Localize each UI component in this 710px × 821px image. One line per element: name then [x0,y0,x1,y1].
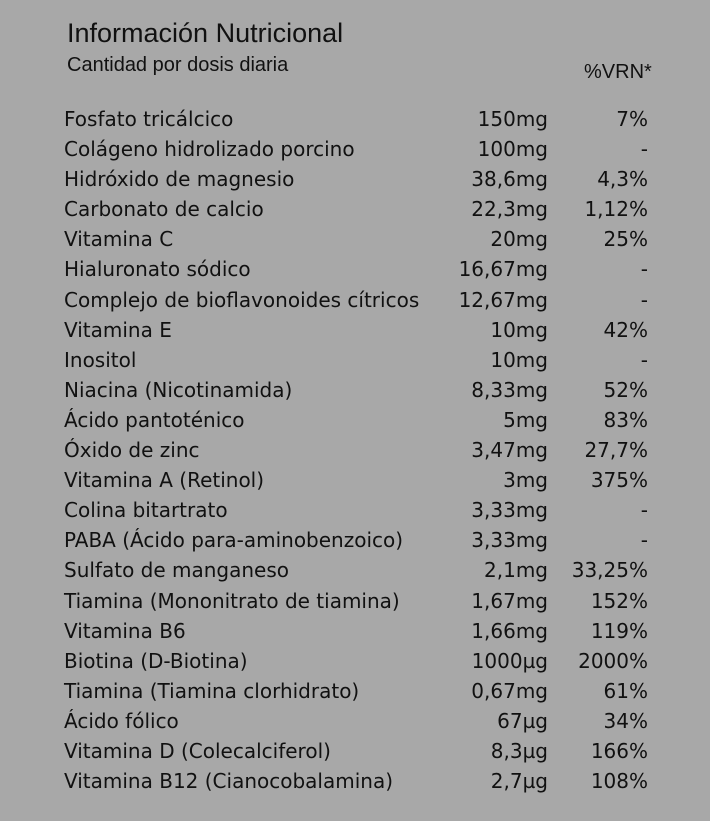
table-row: Ácido fólico 67µg 34% [0,706,710,736]
nutrient-amount: 3,33mg [471,528,548,553]
nutrient-amount: 3,33mg [471,498,548,523]
nutrient-vrn: - [640,528,648,553]
nutrition-table: Fosfato tricálcico 150mg 7% Colágeno hidrol… [0,104,710,796]
table-row: Hialuronato sódico 16,67mg - [0,254,710,284]
nutrient-amount: 10mg [490,347,548,372]
nutrient-vrn: - [640,137,648,162]
nutrient-amount: 22,3mg [471,197,548,222]
table-row: Vitamina B12 (Cianocobalamina) 2,7µg 108% [0,766,710,796]
table-row: Colágeno hidrolizado porcino 100mg - [0,134,710,164]
nutrient-vrn: - [640,287,648,312]
nutrient-vrn: 61% [603,678,648,703]
nutrient-vrn: 108% [590,769,648,794]
nutrient-amount: 3,47mg [471,438,548,463]
nutrient-vrn: 4,3% [597,167,648,192]
nutrient-vrn: 119% [590,618,648,643]
nutrient-vrn: 7% [616,107,648,131]
nutrient-vrn: 52% [603,377,648,402]
nutrient-name: Vitamina B12 (Cianocobalamina) [64,769,394,794]
nutrient-amount: 8,3µg [490,738,548,763]
nutrient-name: Tiamina (Tiamina clorhidrato) [64,678,360,703]
nutrient-vrn: 152% [590,588,648,613]
nutrient-amount: 1,66mg [471,618,548,643]
table-row: Sulfato de manganeso 2,1mg 33,25% [0,555,710,585]
table-row: Vitamina A (Retinol) 3mg 375% [0,465,710,495]
nutrient-vrn: 166% [590,738,648,763]
table-row: Óxido de zinc 3,47mg 27,7% [0,435,710,465]
nutrient-vrn: 42% [603,317,648,342]
table-row: Tiamina (Tiamina clorhidrato) 0,67mg 61% [0,676,710,706]
nutrient-amount: 38,6mg [471,167,548,192]
nutrient-vrn: 375% [590,468,648,493]
nutrient-amount: 2,7µg [490,769,548,794]
table-row: Vitamina C 20mg 25% [0,224,710,254]
table-row: Tiamina (Mononitrato de tiamina) 1,67mg 15… [0,586,710,616]
nutrient-amount: 67µg [497,708,548,733]
nutrient-vrn: - [640,498,648,523]
nutrient-name: Hidróxido de magnesio [64,167,295,192]
nutrient-amount: 5mg [503,407,548,432]
nutrient-name: Inositol [64,347,137,372]
table-row: Carbonato de calcio 22,3mg 1,12% [0,194,710,224]
nutrient-amount: 1,67mg [471,588,548,613]
nutrient-amount: 150mg [477,107,548,131]
nutrient-name: Colágeno hidrolizado porcino [64,137,355,162]
nutrient-vrn: 25% [603,227,648,252]
title: Información Nutricional [67,18,344,48]
table-row: Inositol 10mg - [0,345,710,375]
nutrient-name: Vitamina E [64,317,172,342]
nutrient-amount: 1000µg [471,648,548,673]
nutrient-name: Tiamina (Mononitrato de tiamina) [64,588,400,613]
nutrient-name: Vitamina C [64,227,174,252]
nutrient-vrn: 27,7% [584,438,648,463]
nutrient-name: Biotina (D-Biotina) [64,648,248,673]
table-row: Vitamina D (Colecalciferol) 8,3µg 166% [0,736,710,766]
nutrient-vrn: 2000% [578,648,648,673]
table-row: Hidróxido de magnesio 38,6mg 4,3% [0,164,710,194]
nutrient-vrn: 1,12% [584,197,648,222]
nutrient-name: Niacina (Nicotinamida) [64,377,293,402]
nutrient-name: PABA (Ácido para-aminobenzoico) [64,528,404,553]
nutrient-name: Ácido pantoténico [64,407,245,432]
nutrient-amount: 12,67mg [458,287,548,312]
table-row: Ácido pantoténico 5mg 83% [0,405,710,435]
nutrient-vrn: 83% [603,407,648,432]
nutrient-name: Vitamina A (Retinol) [64,468,265,493]
nutrient-name: Óxido de zinc [64,438,200,463]
table-row: Biotina (D-Biotina) 1000µg 2000% [0,646,710,676]
nutrient-amount: 8,33mg [471,377,548,402]
nutrient-name: Complejo de bioflavonoides cítricos [64,287,420,312]
nutrient-amount: 10mg [490,317,548,342]
nutrient-amount: 100mg [477,137,548,162]
nutrient-name: Hialuronato sódico [64,257,251,282]
nutrient-amount: 0,67mg [471,678,548,703]
nutrient-amount: 16,67mg [458,257,548,282]
nutrient-name: Sulfato de manganeso [64,558,290,583]
nutrient-amount: 3mg [503,468,548,493]
nutrient-vrn: 34% [603,708,648,733]
nutrient-amount: 2,1mg [484,558,548,583]
nutrient-vrn: - [640,347,648,372]
nutrient-name: Colina bitartrato [64,498,228,523]
table-row: Complejo de bioflavonoides cítricos 12,67… [0,285,710,315]
nutrient-name: Vitamina D (Colecalciferol) [64,738,331,763]
nutrient-vrn: - [640,257,648,282]
nutrient-name: Vitamina B6 [64,618,186,643]
nutrient-amount: 20mg [490,227,548,252]
table-row: Niacina (Nicotinamida) 8,33mg 52% [0,375,710,405]
subtitle: Cantidad por dosis diaria [67,54,289,76]
table-row: Fosfato tricálcico 150mg 7% [0,104,710,134]
table-row: Colina bitartrato 3,33mg - [0,495,710,525]
nutrient-name: Carbonato de calcio [64,197,264,222]
nutrient-name: Ácido fólico [64,708,179,733]
column-header: %VRN* [584,61,652,83]
table-row: Vitamina E 10mg 42% [0,315,710,345]
table-row: PABA (Ácido para-aminobenzoico) 3,33mg - [0,525,710,555]
nutrient-vrn: 33,25% [571,558,648,583]
table-row: Vitamina B6 1,66mg 119% [0,616,710,646]
nutrient-name: Fosfato tricálcico [64,107,234,131]
